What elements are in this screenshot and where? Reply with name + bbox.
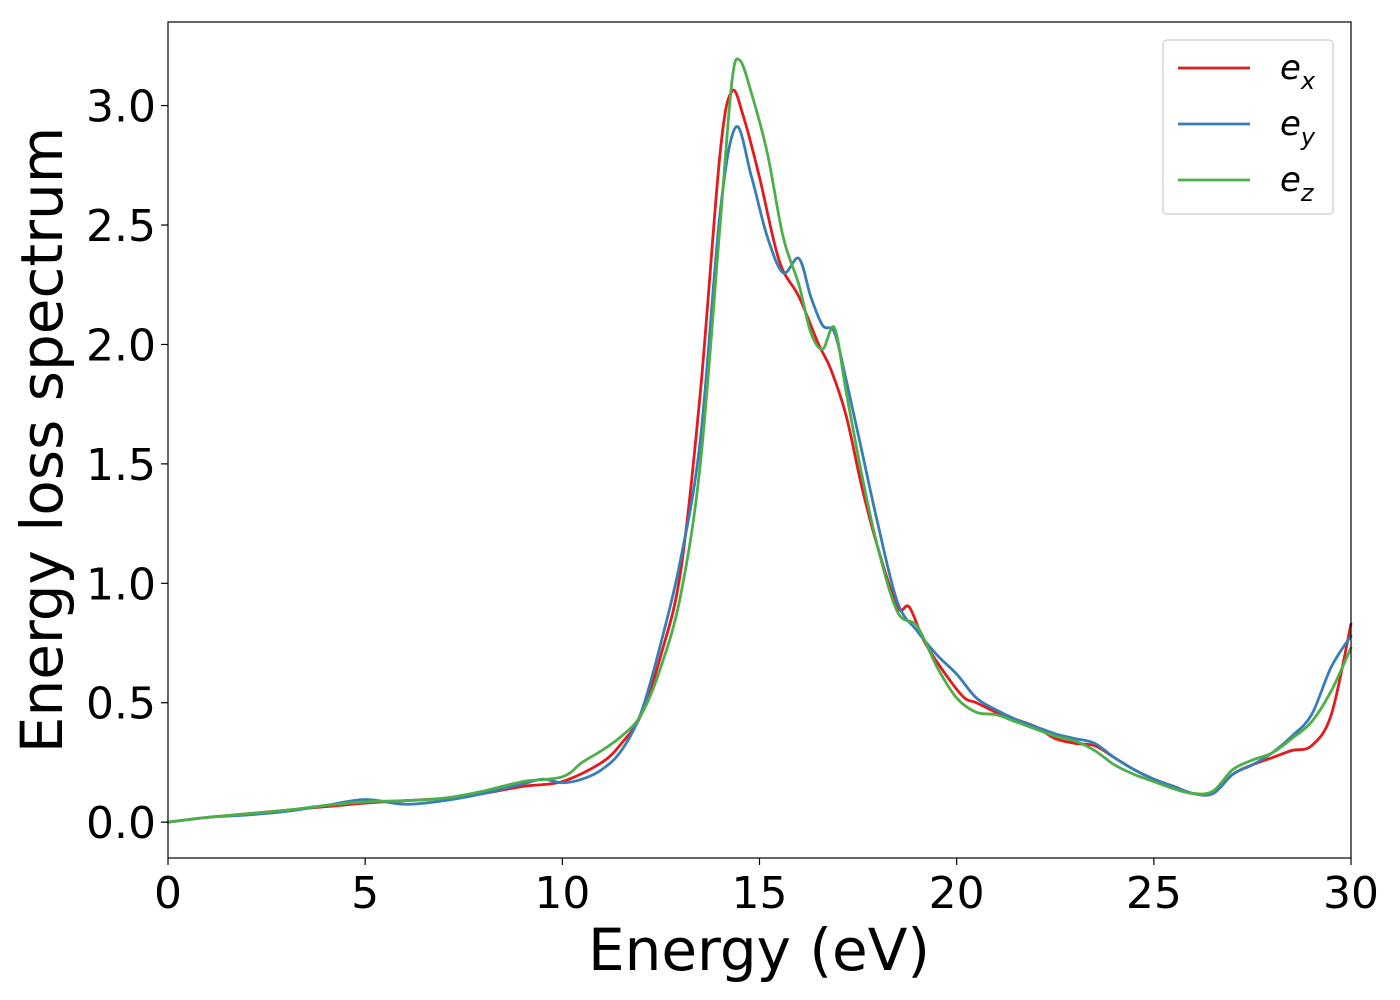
x-tick-label: 25 bbox=[1126, 868, 1182, 919]
x-tick-label: 30 bbox=[1323, 868, 1379, 919]
y-tick-label: 0.0 bbox=[86, 798, 156, 849]
legend-label-e-y: ey bbox=[1280, 104, 1316, 151]
y-tick-label: 2.0 bbox=[86, 320, 156, 371]
y-axis: 0.0 0.5 1.0 1.5 2.0 2.5 3.0 bbox=[86, 82, 168, 849]
x-tick-label: 10 bbox=[534, 868, 590, 919]
y-tick-label: 3.0 bbox=[86, 82, 156, 133]
legend-label-e-z: ez bbox=[1280, 160, 1315, 207]
y-axis-title: Energy loss spectrum bbox=[8, 127, 76, 753]
y-tick-label: 2.5 bbox=[86, 201, 156, 252]
series-group bbox=[166, 57, 1353, 824]
legend-label-e-x: ex bbox=[1280, 48, 1316, 95]
legend: ex ey ez bbox=[1162, 39, 1334, 215]
x-tick-label: 5 bbox=[351, 868, 379, 919]
y-tick-label: 1.0 bbox=[86, 559, 156, 610]
x-axis: 0 5 10 15 20 25 30 bbox=[154, 858, 1379, 919]
plot-area bbox=[168, 22, 1351, 858]
x-tick-label: 15 bbox=[732, 868, 788, 919]
x-tick-label: 0 bbox=[154, 868, 182, 919]
y-tick-label: 0.5 bbox=[86, 679, 156, 730]
x-axis-title: Energy (eV) bbox=[588, 916, 930, 984]
y-tick-label: 1.5 bbox=[86, 440, 156, 491]
x-tick-label: 20 bbox=[929, 868, 985, 919]
legend-box bbox=[1162, 39, 1334, 215]
legend-entries: ex ey ez bbox=[1178, 48, 1316, 207]
series-line-e-z bbox=[166, 57, 1353, 824]
